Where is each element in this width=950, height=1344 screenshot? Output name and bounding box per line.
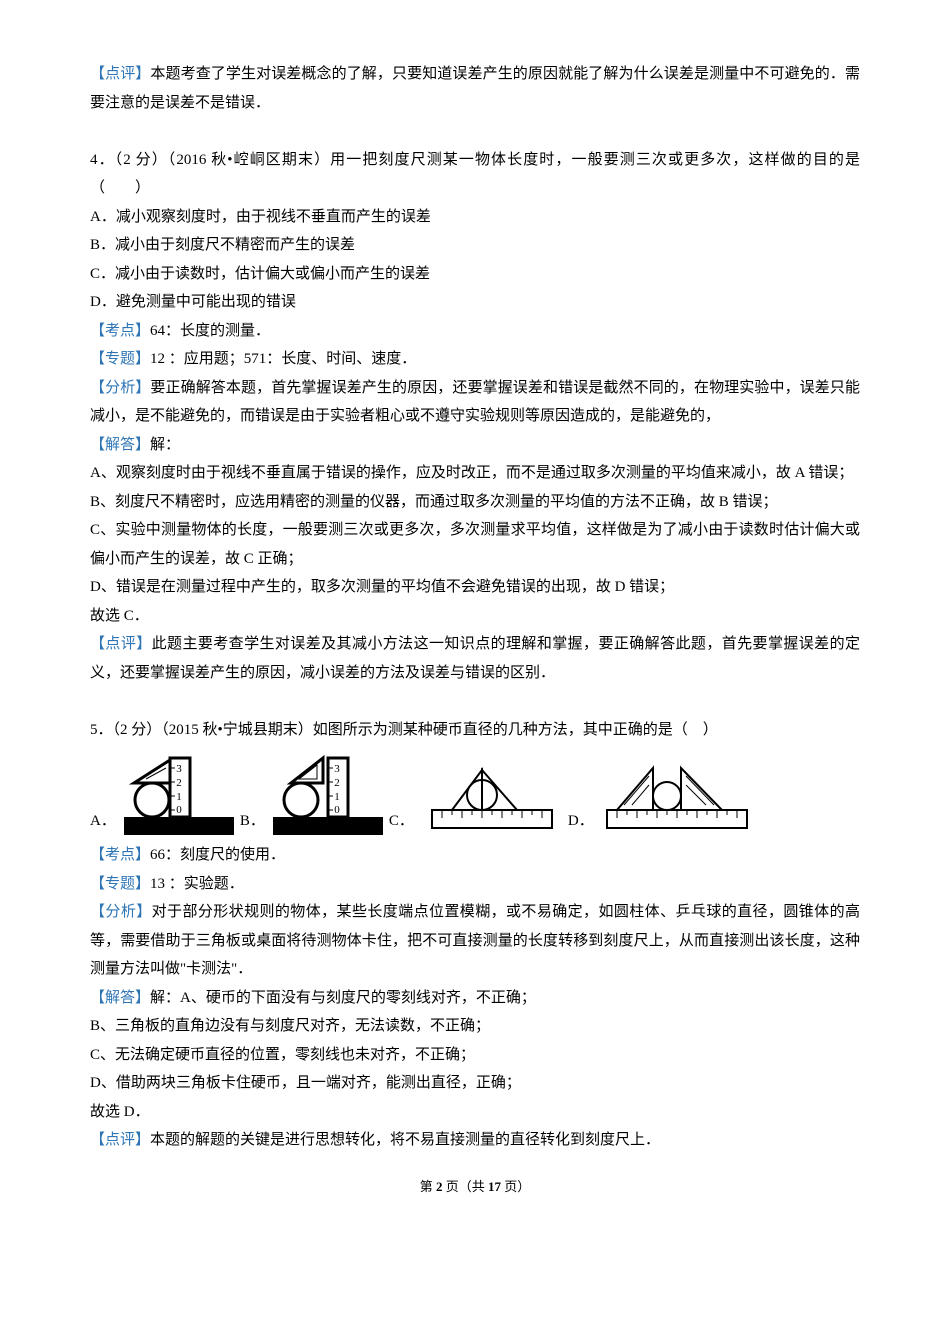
q5-zhuanti-label: 【专题】 (90, 876, 150, 892)
svg-text:1: 1 (334, 791, 340, 803)
figure-c-icon (422, 760, 562, 835)
q5-kaodian: 【考点】66：刻度尺的使用． (90, 841, 860, 870)
q4-fenxi: 【分析】要正确解答本题，首先掌握误差产生的原因，还要掌握误差和错误是截然不同的，… (90, 374, 860, 431)
spacer (90, 117, 860, 146)
svg-text:1: 1 (176, 791, 182, 803)
q4-zhuanti: 【专题】12 ：应用题；571：长度、时间、速度． (90, 345, 860, 374)
q4-kaodian-text: 64：长度的测量． (150, 323, 270, 339)
q4-jiedaA: A、观察刻度时由于视线不垂直属于错误的操作，应及时改正，而不是通过取多次测量的平… (90, 459, 860, 488)
q4-zhuanti-text: 12 ：应用题；571：长度、时间、速度． (150, 351, 416, 367)
q4-jieda-ans: 故选 C． (90, 602, 860, 631)
q4-kaodian: 【考点】64：长度的测量． (90, 317, 860, 346)
q4-jieda-head-text: 解： (150, 437, 180, 453)
q5-dianping-label: 【点评】 (90, 1132, 150, 1148)
q5-jieda-head-text: 解：A、硬币的下面没有与刻度尺的零刻线对齐，不正确； (150, 990, 536, 1006)
q4-optC: C．减小由于读数时，估计偏大或偏小而产生的误差 (90, 260, 860, 289)
q5-jieda-ans: 故选 D． (90, 1098, 860, 1127)
q5-fenxi: 【分析】对于部分形状规则的物体，某些长度端点位置模糊，或不易确定，如圆柱体、乒乓… (90, 898, 860, 984)
q5-jieda-head: 【解答】解：A、硬币的下面没有与刻度尺的零刻线对齐，不正确； (90, 984, 860, 1013)
q3-comment-label: 【点评】 (90, 66, 150, 82)
footer-total: 17 (488, 1179, 501, 1194)
q4-optA: A．减小观察刻度时，由于视线不垂直而产生的误差 (90, 203, 860, 232)
q4-jieda-head: 【解答】解： (90, 431, 860, 460)
q5-kaodian-text: 66：刻度尺的使用． (150, 847, 285, 863)
footer-post: 页） (501, 1179, 530, 1194)
q5-dianping: 【点评】本题的解题的关键是进行思想转化，将不易直接测量的直径转化到刻度尺上． (90, 1126, 860, 1155)
q4-stem: 4．（2 分）（2016 秋•崆峒区期末）用一把刻度尺测某一物体长度时，一般要测… (90, 146, 860, 203)
page-footer: 第 2 页（共 17 页） (90, 1175, 860, 1200)
svg-text:0: 0 (334, 804, 340, 816)
q5-jiedaC: C、无法确定硬币直径的位置，零刻线也未对齐，不正确； (90, 1041, 860, 1070)
q5-optD-label: D． (568, 807, 594, 836)
figure-d-icon (602, 760, 752, 835)
q4-fenxi-text: 要正确解答本题，首先掌握误差产生的原因，还要掌握误差和错误是截然不同的，在物理实… (90, 380, 860, 425)
q5-figure-row: A． 3 2 1 0 B． 3 2 1 0 C． (90, 750, 860, 835)
footer-pre: 第 (420, 1179, 436, 1194)
q5-fenxi-text: 对于部分形状规则的物体，某些长度端点位置模糊，或不易确定，如圆柱体、乒乓球的直径… (90, 904, 860, 977)
q4-jiedaB: B、刻度尺不精密时，应选用精密的测量的仪器，而通过取多次测量的平均值的方法不正确… (90, 488, 860, 517)
q4-jieda-label: 【解答】 (90, 437, 150, 453)
q5-stem: 5．（2 分）（2015 秋•宁城县期末）如图所示为测某种硬币直径的几种方法，其… (90, 716, 860, 745)
figure-a-icon: 3 2 1 0 (124, 750, 234, 835)
figure-b-icon: 3 2 1 0 (273, 750, 383, 835)
q5-jieda-label: 【解答】 (90, 990, 150, 1006)
q5-optA-label: A． (90, 807, 116, 836)
q3-comment-text: 本题考查了学生对误差概念的了解，只要知道误差产生的原因就能了解为什么误差是测量中… (90, 66, 860, 111)
q4-jiedaC: C、实验中测量物体的长度，一般要测三次或更多次，多次测量求平均值，这样做是为了减… (90, 516, 860, 573)
q4-optB: B．减小由于刻度尺不精密而产生的误差 (90, 231, 860, 260)
q4-dianping: 【点评】此题主要考查学生对误差及其减小方法这一知识点的理解和掌握，要正确解答此题… (90, 630, 860, 687)
q4-dianping-label: 【点评】 (90, 636, 152, 652)
footer-mid: 页（共 (442, 1179, 488, 1194)
q5-kaodian-label: 【考点】 (90, 847, 150, 863)
q5-zhuanti-text: 13 ：实验题． (150, 876, 244, 892)
q5-optB-label: B． (240, 807, 265, 836)
q3-comment: 【点评】本题考查了学生对误差概念的了解，只要知道误差产生的原因就能了解为什么误差… (90, 60, 860, 117)
q4-dianping-text: 此题主要考查学生对误差及其减小方法这一知识点的理解和掌握，要正确解答此题，首先要… (90, 636, 860, 681)
q5-optC-label: C． (389, 807, 414, 836)
q4-kaodian-label: 【考点】 (90, 323, 150, 339)
svg-text:2: 2 (176, 777, 182, 789)
svg-text:3: 3 (334, 763, 340, 775)
q5-jiedaB: B、三角板的直角边没有与刻度尺对齐，无法读数，不正确； (90, 1012, 860, 1041)
q4-zhuanti-label: 【专题】 (90, 351, 150, 367)
q4-optD: D．避免测量中可能出现的错误 (90, 288, 860, 317)
svg-text:2: 2 (334, 777, 340, 789)
q5-dianping-text: 本题的解题的关键是进行思想转化，将不易直接测量的直径转化到刻度尺上． (150, 1132, 660, 1148)
svg-text:0: 0 (176, 804, 182, 816)
svg-text:3: 3 (176, 763, 182, 775)
q5-fenxi-label: 【分析】 (90, 904, 152, 920)
q4-fenxi-label: 【分析】 (90, 380, 150, 396)
spacer (90, 687, 860, 716)
q5-zhuanti: 【专题】13 ：实验题． (90, 870, 860, 899)
q4-jiedaD: D、错误是在测量过程中产生的，取多次测量的平均值不会避免错误的出现，故 D 错误… (90, 573, 860, 602)
q5-jiedaD: D、借助两块三角板卡住硬币，且一端对齐，能测出直径，正确； (90, 1069, 860, 1098)
